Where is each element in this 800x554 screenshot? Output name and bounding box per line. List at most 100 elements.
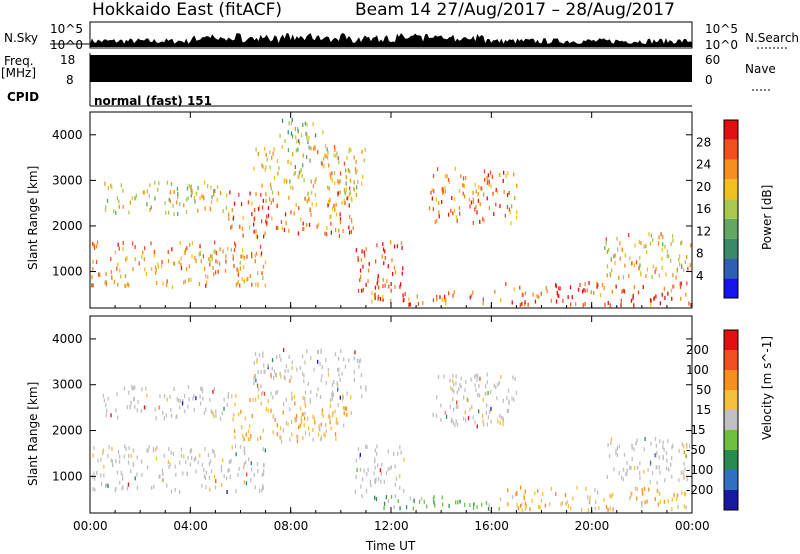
data-cell <box>365 247 367 252</box>
data-cell <box>290 375 292 380</box>
data-cell <box>259 488 261 493</box>
data-cell <box>455 500 457 505</box>
data-cell <box>262 390 264 395</box>
freq-unit-label: [MHz] <box>1 66 37 80</box>
data-cell <box>215 259 217 264</box>
data-cell <box>145 272 147 276</box>
data-cell <box>146 448 148 453</box>
data-cell <box>93 446 95 451</box>
data-cell <box>673 493 675 498</box>
data-cell <box>350 411 352 416</box>
data-cell <box>586 288 588 293</box>
data-cell <box>475 204 477 209</box>
data-cell <box>118 199 120 204</box>
data-cell <box>683 444 685 449</box>
data-cell <box>317 432 320 437</box>
data-cell <box>240 409 242 414</box>
data-cell <box>212 411 214 416</box>
freq-panel <box>90 55 692 82</box>
data-cell <box>212 266 214 270</box>
data-cell <box>481 502 483 507</box>
data-cell <box>211 410 213 415</box>
data-cell <box>609 506 611 511</box>
data-cell <box>302 153 304 158</box>
data-cell <box>309 207 311 212</box>
data-cell <box>200 401 202 406</box>
data-cell <box>291 360 293 365</box>
data-cell <box>191 254 193 259</box>
data-cell <box>385 471 387 475</box>
data-cell <box>361 394 363 399</box>
data-cell <box>245 460 247 465</box>
data-cell <box>588 498 591 503</box>
data-cell <box>358 359 361 364</box>
data-cell <box>378 477 380 482</box>
data-cell <box>352 226 354 231</box>
data-cell <box>251 414 253 418</box>
data-cell <box>266 157 268 162</box>
data-cell <box>344 190 346 195</box>
data-cell <box>359 455 361 460</box>
data-cell <box>609 493 611 498</box>
data-cell <box>439 295 441 300</box>
data-cell <box>223 406 225 411</box>
data-cell <box>308 432 311 437</box>
data-cell <box>524 291 527 296</box>
data-cell <box>233 248 236 253</box>
data-cell <box>303 373 305 378</box>
data-cell <box>321 374 323 379</box>
data-cell <box>244 451 246 456</box>
data-cell <box>374 448 376 453</box>
data-cell <box>334 409 336 414</box>
data-cell <box>399 284 401 289</box>
data-cell <box>355 458 357 463</box>
data-cell <box>485 384 487 389</box>
data-cell <box>265 165 267 170</box>
data-cell <box>513 397 515 402</box>
data-cell <box>626 471 628 476</box>
data-cell <box>455 374 457 379</box>
data-cell <box>668 467 670 472</box>
data-cell <box>686 255 688 259</box>
data-cell <box>134 257 137 262</box>
data-cell <box>360 257 363 262</box>
ytick-label-3000: 3000 <box>52 173 83 187</box>
data-cell <box>355 248 357 253</box>
data-cell <box>631 456 633 461</box>
data-cell <box>206 280 208 285</box>
data-cell <box>237 280 239 285</box>
data-cell <box>455 381 457 386</box>
data-cell <box>487 173 489 178</box>
data-cell <box>342 229 344 233</box>
data-cell <box>155 456 158 461</box>
data-cell <box>629 496 631 501</box>
data-cell <box>249 191 251 196</box>
data-cell <box>345 175 347 180</box>
data-cell <box>454 197 456 202</box>
data-cell <box>321 365 323 370</box>
data-cell <box>92 283 94 288</box>
data-cell <box>178 398 180 403</box>
data-cell <box>521 301 523 306</box>
data-cell <box>116 196 118 201</box>
data-cell <box>662 440 664 445</box>
data-cell <box>409 302 411 307</box>
data-cell <box>534 491 536 496</box>
data-cell <box>176 186 179 191</box>
data-cell <box>636 496 638 501</box>
data-cell <box>105 403 107 408</box>
data-cell <box>476 210 478 215</box>
data-cell <box>442 187 444 192</box>
data-cell <box>683 504 686 509</box>
data-cell <box>207 275 209 280</box>
scatter-cells-velocity <box>92 348 693 513</box>
data-cell <box>219 247 221 252</box>
data-cell <box>432 412 434 417</box>
nsky-panel <box>89 21 693 49</box>
data-cell <box>468 197 471 202</box>
data-cell <box>138 261 140 266</box>
data-cell <box>400 241 403 246</box>
data-cell <box>127 460 130 465</box>
data-cell <box>205 485 207 490</box>
